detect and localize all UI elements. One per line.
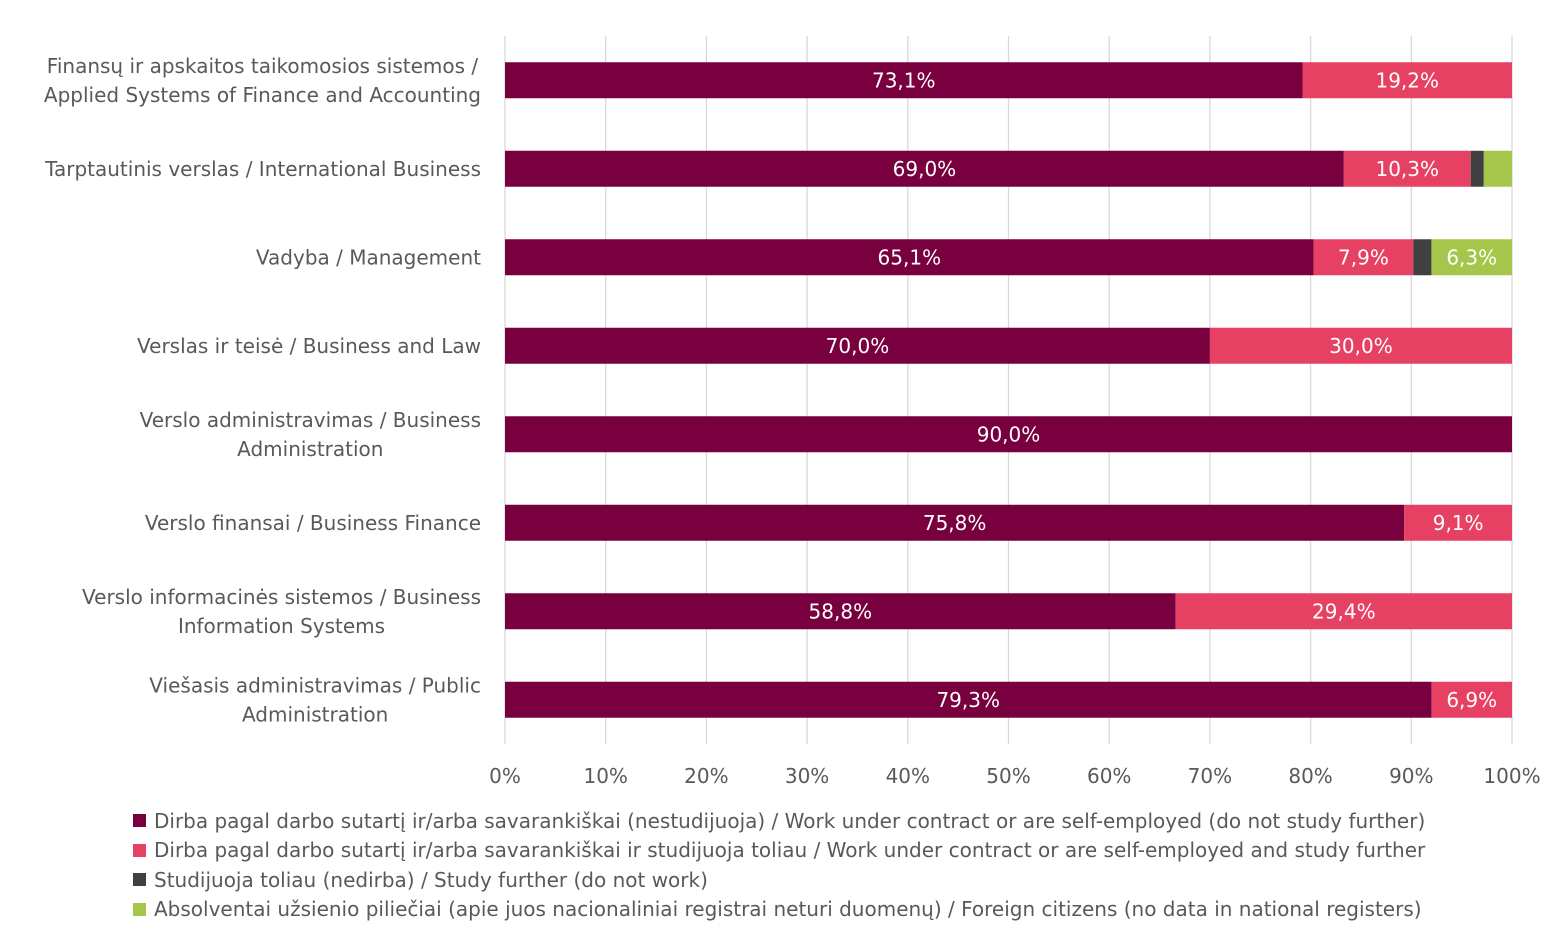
bar-segment xyxy=(1431,681,1512,718)
x-tick-label: 70% xyxy=(1188,764,1232,788)
legend-swatch xyxy=(133,873,146,887)
legend-swatch xyxy=(133,814,146,828)
bar-segment xyxy=(1470,150,1484,187)
bar-segment xyxy=(1483,150,1512,187)
category-label: Verslo finansai / Business Finance xyxy=(145,511,481,535)
data-label: 69,0% xyxy=(893,157,957,181)
data-label: 65,1% xyxy=(878,245,942,269)
x-tick-label: 10% xyxy=(583,764,627,788)
category-label: Finansų ir apskaitos taikomosios sistemo… xyxy=(47,54,479,78)
data-label: 79,3% xyxy=(936,688,1000,712)
category-labels: Finansų ir apskaitos taikomosios sistemo… xyxy=(44,54,481,727)
x-tick-label: 100% xyxy=(1483,764,1540,788)
bars: 73,1% 19,2% 69,0% 10,3% 65,1% 7,9% 6,3% 70,0% 30… xyxy=(505,62,1512,718)
legend-item: Absolventai užsienio piliečiai (apie juo… xyxy=(133,895,1553,925)
bar-segment xyxy=(505,504,1405,541)
legend-item: Studijuoja toliau (nedirba) / Study furt… xyxy=(133,865,1553,895)
bar-segment xyxy=(505,62,1303,99)
gridlines xyxy=(504,36,1513,744)
bar-segment xyxy=(505,150,1344,187)
x-tick-label: 30% xyxy=(785,764,829,788)
data-label: 58,8% xyxy=(809,599,873,623)
legend: Dirba pagal darbo sutartį ir/arba savara… xyxy=(133,806,1553,924)
data-label: 7,9% xyxy=(1338,245,1389,269)
legend-item: Dirba pagal darbo sutartį ir/arba savara… xyxy=(133,806,1553,836)
category-label: Applied Systems of Finance and Accountin… xyxy=(44,83,481,107)
x-tick-label: 90% xyxy=(1389,764,1433,788)
x-tick-label: 20% xyxy=(684,764,728,788)
category-label: Tarptautinis verslas / International Bus… xyxy=(44,157,481,181)
data-label: 73,1% xyxy=(872,68,936,92)
bar-segment xyxy=(1313,239,1414,276)
category-label: Administration xyxy=(242,702,388,726)
data-label: 9,1% xyxy=(1433,511,1484,535)
bar-segment xyxy=(1431,239,1512,276)
x-tick-label: 0% xyxy=(489,764,521,788)
bar-segment xyxy=(505,681,1432,718)
category-label: Verslo informacinės sistemos / Business xyxy=(82,585,481,609)
legend-label: Dirba pagal darbo sutartį ir/arba savara… xyxy=(154,808,1426,833)
legend-swatch xyxy=(133,902,146,916)
legend-label: Dirba pagal darbo sutartį ir/arba savara… xyxy=(154,838,1426,863)
category-label: Verslo administravimas / Business xyxy=(140,408,481,432)
data-label: 90,0% xyxy=(977,422,1041,446)
data-label: 70,0% xyxy=(826,334,890,358)
bar-segment xyxy=(505,593,1176,630)
x-tick-label: 60% xyxy=(1087,764,1131,788)
data-label: 19,2% xyxy=(1375,68,1439,92)
x-tick-label: 40% xyxy=(886,764,930,788)
bar-segment xyxy=(505,416,1512,453)
bar-segment xyxy=(1404,504,1512,541)
legend-label: Studijuoja toliau (nedirba) / Study furt… xyxy=(154,867,708,892)
category-label: Vadyba / Management xyxy=(256,245,481,269)
data-label: 75,8% xyxy=(923,511,987,535)
bar-segment xyxy=(1302,62,1512,99)
bar-segment xyxy=(1175,593,1512,630)
legend-label: Absolventai užsienio piliečiai (apie juo… xyxy=(154,897,1422,922)
bar-segment xyxy=(505,327,1210,364)
x-axis-tick-labels: 0% 10% 20% 30% 40% 50% 60% 70% 80% 90% 100% xyxy=(489,764,1540,788)
data-label: 10,3% xyxy=(1375,157,1439,181)
data-label: 30,0% xyxy=(1329,334,1393,358)
category-label: Information Systems xyxy=(178,614,385,638)
category-label: Viešasis administravimas / Public xyxy=(149,673,481,697)
x-tick-label: 80% xyxy=(1288,764,1332,788)
data-label: 6,3% xyxy=(1446,245,1497,269)
data-label: 6,9% xyxy=(1446,688,1497,712)
x-tick-label: 50% xyxy=(986,764,1030,788)
category-label: Verslas ir teisė / Business and Law xyxy=(137,334,481,358)
category-label: Administration xyxy=(237,437,383,461)
data-label: 29,4% xyxy=(1312,599,1376,623)
bar-segment xyxy=(1343,150,1471,187)
bar-segment xyxy=(505,239,1314,276)
bar-segment xyxy=(1413,239,1432,276)
bar-segment xyxy=(1209,327,1512,364)
legend-item: Dirba pagal darbo sutartį ir/arba savara… xyxy=(133,836,1553,866)
legend-swatch xyxy=(133,843,146,857)
